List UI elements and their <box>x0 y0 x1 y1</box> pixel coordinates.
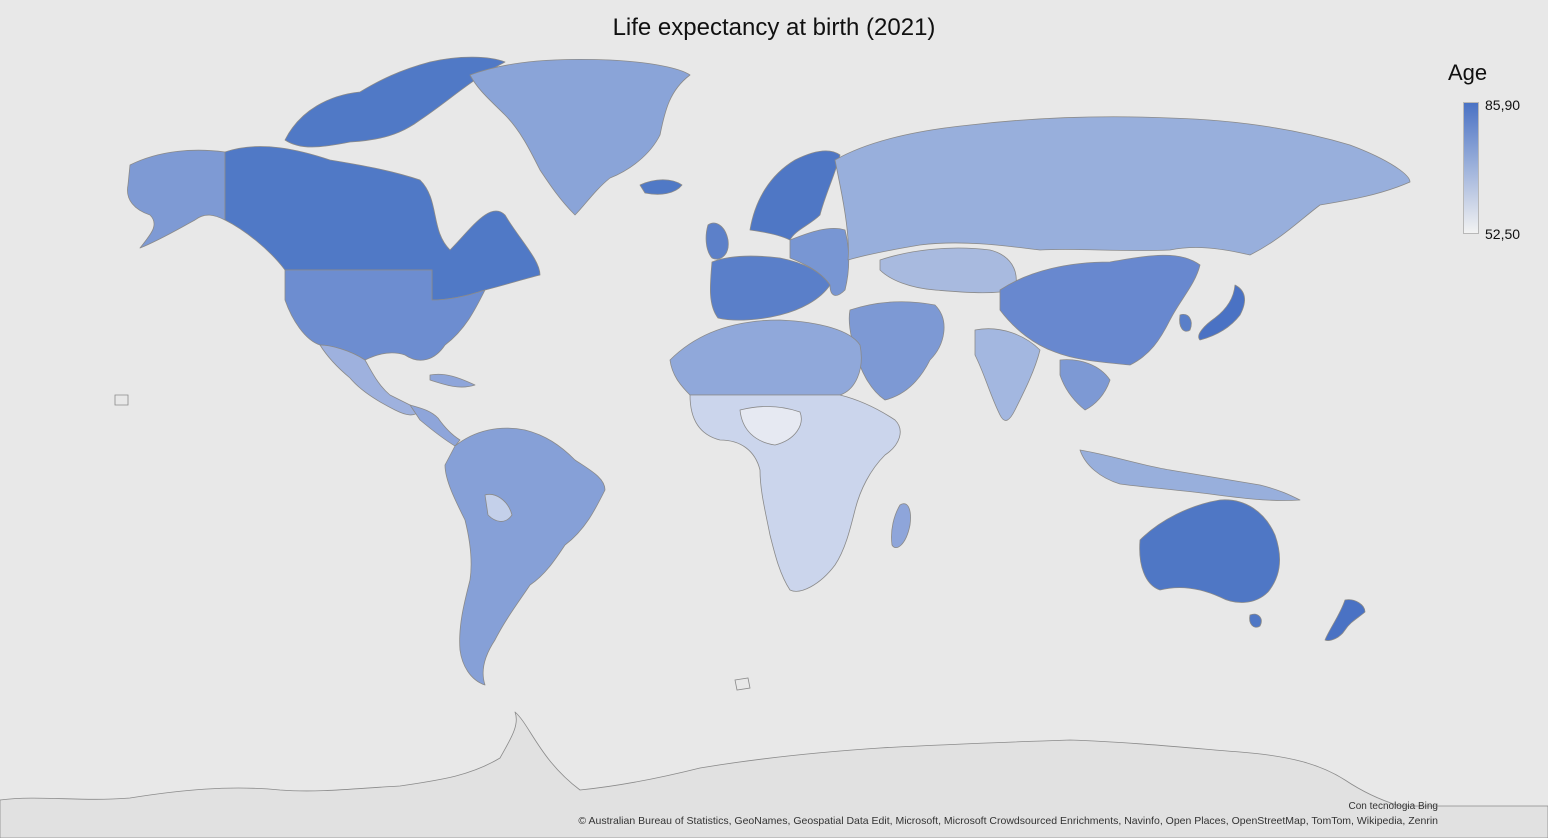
region-north-africa[interactable] <box>669 319 862 396</box>
region-scandinavia[interactable] <box>749 150 841 241</box>
region-india[interactable] <box>974 328 1041 421</box>
map-attribution: © Australian Bureau of Statistics, GeoNa… <box>578 815 1438 827</box>
island-hawaii <box>114 394 129 406</box>
powered-by-label: Con tecnologia Bing <box>1348 801 1438 812</box>
region-central-america[interactable] <box>409 404 461 447</box>
region-south-america[interactable] <box>444 427 606 686</box>
region-indonesia[interactable] <box>1079 449 1301 501</box>
region-australia[interactable] <box>1139 499 1280 603</box>
legend-max-label: 85,90 <box>1485 97 1521 113</box>
legend-title: Age <box>1448 60 1488 85</box>
region-new-zealand[interactable] <box>1324 599 1366 641</box>
region-russia[interactable] <box>834 116 1411 261</box>
map-title: Life expectancy at birth (2021) <box>612 14 936 41</box>
region-madagascar[interactable] <box>891 503 911 549</box>
region-uk[interactable] <box>705 222 729 260</box>
region-sub-saharan-africa[interactable] <box>689 394 901 592</box>
region-japan[interactable] <box>1198 284 1245 341</box>
region-china[interactable] <box>999 254 1201 366</box>
region-canada-arctic-islands[interactable] <box>284 56 506 148</box>
region-west-africa[interactable] <box>739 406 802 446</box>
region-bolivia[interactable] <box>484 493 513 522</box>
region-greenland[interactable] <box>469 58 691 216</box>
region-eastern-europe[interactable] <box>789 227 850 296</box>
region-central-asia[interactable] <box>879 247 1017 294</box>
legend-min-label: 52,50 <box>1485 226 1521 242</box>
region-iceland[interactable] <box>639 179 683 195</box>
legend-color-scale <box>1463 102 1479 234</box>
island-pacific <box>734 677 751 691</box>
region-southeast-asia[interactable] <box>1059 359 1111 411</box>
region-tasmania[interactable] <box>1249 613 1262 628</box>
region-western-europe[interactable] <box>709 255 831 321</box>
region-caribbean[interactable] <box>429 373 476 388</box>
region-antarctica[interactable] <box>0 711 1548 838</box>
region-alaska[interactable] <box>127 149 226 249</box>
region-middle-east[interactable] <box>848 301 945 401</box>
region-korea[interactable] <box>1179 313 1192 332</box>
